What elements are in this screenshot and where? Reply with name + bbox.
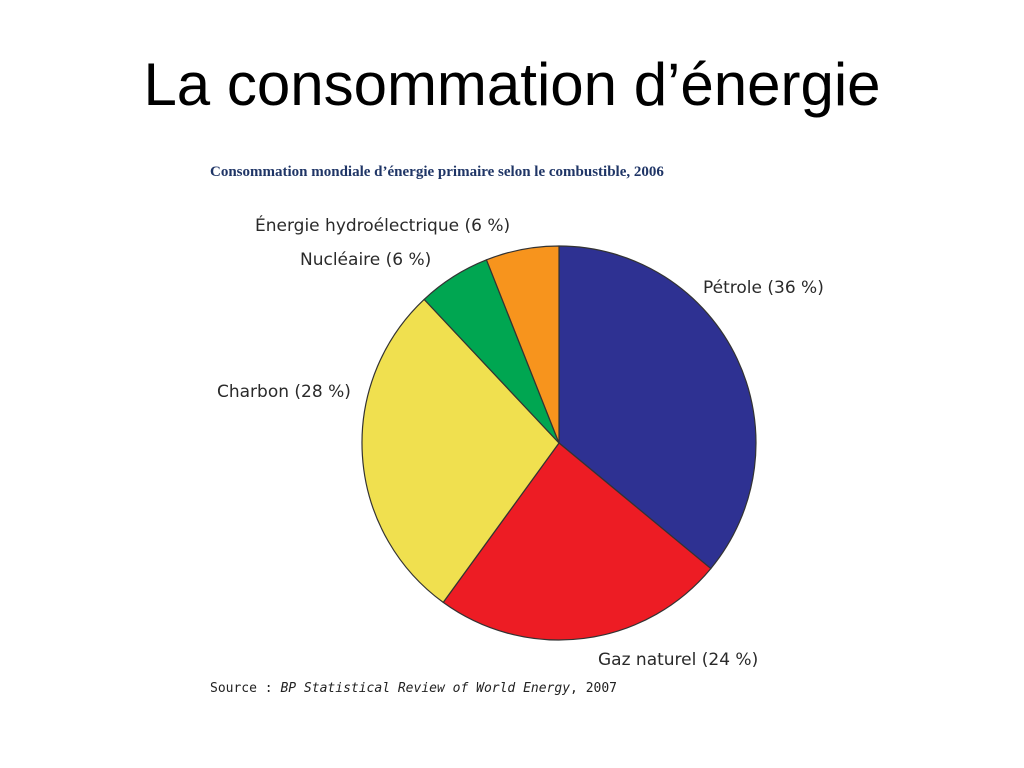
source-suffix: , 2007 (570, 681, 618, 696)
source-prefix: Source : (210, 681, 281, 696)
pie-slice-gaz-naturel (442, 442, 712, 641)
label-hydroelectrique: Énergie hydroélectrique (6 %) (255, 216, 511, 236)
label-petrole: Pétrole (36 %) (703, 278, 824, 298)
source-publication: BP Statistical Review of World Energy (280, 681, 571, 696)
label-charbon: Charbon (28 %) (217, 382, 351, 402)
slide-title: La consommation d’énergie (143, 51, 881, 118)
pie-slice-charbon (361, 298, 560, 603)
label-gaz-naturel: Gaz naturel (24 %) (598, 650, 759, 670)
pie-slice-petrole (558, 245, 757, 570)
label-nucleaire: Nucléaire (6 %) (300, 250, 432, 270)
chart-source: Source : BP Statistical Review of World … (210, 681, 617, 696)
chart-title: Consommation mondiale d’énergie primaire… (210, 164, 664, 180)
pie-slice-energie-hydroelectrique (485, 245, 560, 444)
